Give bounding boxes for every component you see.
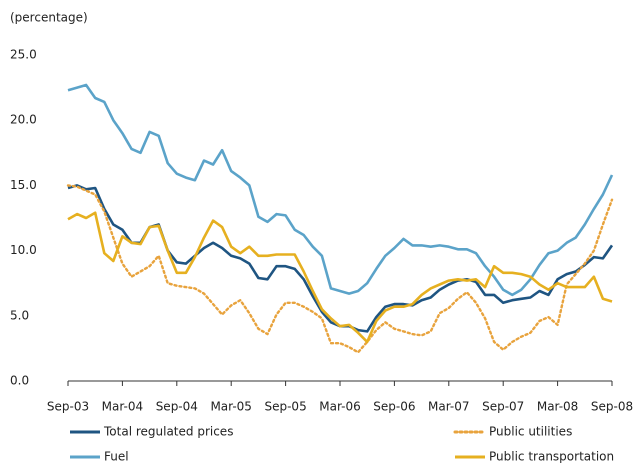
x-tick-label: Sep-08 xyxy=(591,400,633,414)
x-tick-label: Mar-07 xyxy=(428,400,469,414)
x-tick-label: Sep-06 xyxy=(373,400,415,414)
y-tick-label: 15.0 xyxy=(10,178,37,192)
x-tick-label: Mar-06 xyxy=(319,400,360,414)
y-tick-label: 0.0 xyxy=(10,374,29,388)
y-tick-label: 5.0 xyxy=(10,308,29,322)
series-line xyxy=(66,184,614,354)
y-tick-label: 20.0 xyxy=(10,113,37,127)
legend-label: Public utilities xyxy=(489,425,572,439)
y-axis-label: (percentage) xyxy=(10,11,88,25)
x-tick-label: Mar-08 xyxy=(537,400,578,414)
x-tick-label: Sep-05 xyxy=(264,400,306,414)
y-tick-label: 10.0 xyxy=(10,243,37,257)
series-line xyxy=(67,184,614,333)
y-tick-label: 25.0 xyxy=(10,48,37,62)
series-line xyxy=(67,211,613,344)
series-line xyxy=(67,83,614,297)
x-tick-label: Mar-05 xyxy=(210,400,251,414)
legend-label: Public transportation xyxy=(489,450,614,464)
x-tick-label: Sep-04 xyxy=(156,400,198,414)
legend-label: Fuel xyxy=(104,450,129,464)
x-tick-label: Sep-03 xyxy=(47,400,89,414)
x-tick-label: Sep-07 xyxy=(482,400,524,414)
legend-label: Total regulated prices xyxy=(103,425,233,439)
x-tick-label: Mar-04 xyxy=(102,400,143,414)
